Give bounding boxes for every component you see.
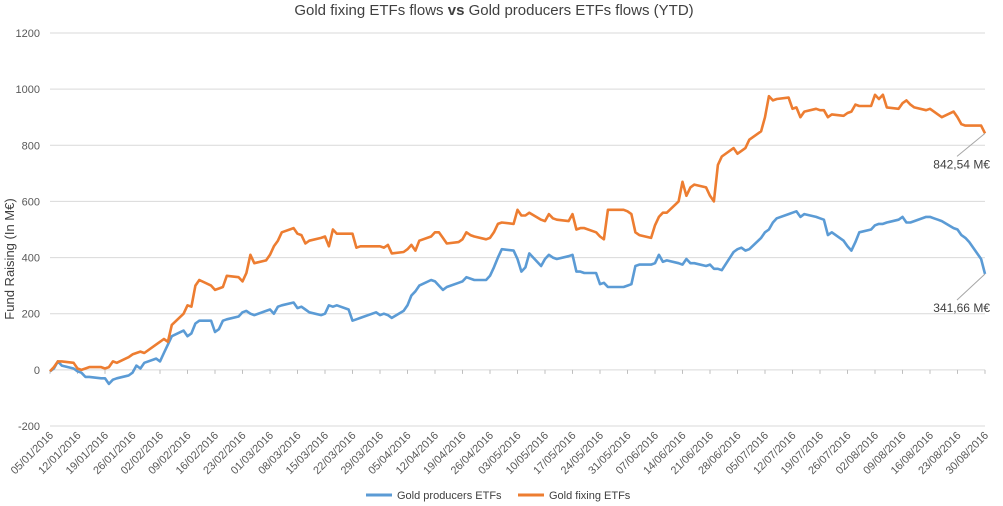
chart-title: Gold fixing ETFs flows vs Gold producers… (294, 2, 693, 19)
y-tick-label: 600 (22, 196, 40, 208)
series-line-gold-producers (49, 210, 987, 386)
annotations: 842,54 M€ 341,66 M€ (933, 132, 990, 315)
y-tick-label: 1000 (16, 84, 40, 96)
y-tick-label: 400 (22, 253, 40, 265)
title-vs: vs (448, 2, 465, 19)
legend-label: Gold fixing ETFs (549, 490, 631, 502)
annotation-leader (956, 273, 986, 301)
gridlines (50, 32, 985, 427)
title-part-1: Gold fixing ETFs flows (294, 2, 447, 19)
x-axis: 05/01/201612/01/201619/01/201626/01/2016… (9, 369, 991, 477)
title-part-2: Gold producers ETFs flows (YTD) (464, 2, 693, 19)
annotation-leader (956, 132, 986, 157)
y-tick-label: 800 (22, 140, 40, 152)
legend-label: Gold producers ETFs (397, 490, 502, 502)
series-line-gold-fixing (49, 93, 987, 373)
y-axis: -200 0 200 400 600 800 1000 1200 (16, 28, 40, 433)
y-tick-label: 200 (22, 309, 40, 321)
end-value-label: 842,54 M€ (933, 157, 990, 171)
y-axis-title: Fund Raising (In M€) (2, 198, 17, 319)
end-value-label: 341,66 M€ (933, 301, 990, 315)
y-tick-label: 0 (34, 365, 40, 377)
y-tick-label: 1200 (16, 28, 40, 40)
legend: Gold producers ETFs Gold fixing ETFs (366, 490, 631, 502)
series-lines (49, 93, 987, 386)
y-tick-label: -200 (18, 421, 40, 433)
